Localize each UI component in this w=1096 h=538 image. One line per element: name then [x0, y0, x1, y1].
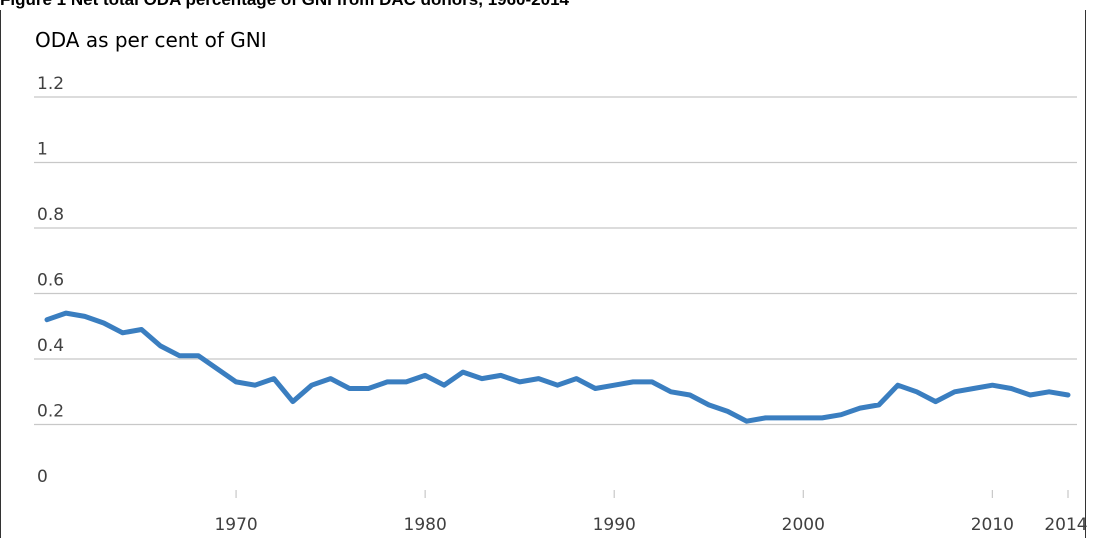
y-tick-label: 0: [37, 467, 48, 487]
series-group: [44, 310, 1071, 424]
y-tick-label: 1: [37, 140, 48, 160]
chart-panel: ODA as per cent of GNI: [0, 10, 1086, 538]
y-axis-ticks: 0 0.2 0.4 0.6 0.8 1 1.2: [37, 74, 64, 487]
y-tick-label: 0.2: [37, 402, 64, 422]
x-tick-label: 2014: [1044, 515, 1087, 535]
y-tick-label: 0.8: [37, 205, 64, 225]
x-tick-label: 1980: [404, 515, 447, 535]
y-tick-label: 0.6: [37, 271, 64, 291]
x-axis-ticks: 1970 1980 1990 2000 2010 2014: [214, 490, 1088, 535]
x-tick-label: 2000: [782, 515, 825, 535]
gridlines: [34, 96, 1077, 426]
y-tick-label: 0.4: [37, 336, 64, 356]
figure-caption: Figure 1 Net total ODA percentage of GNI…: [0, 0, 1096, 10]
x-tick-label: 1970: [214, 515, 257, 535]
x-tick-label: 1990: [593, 515, 636, 535]
y-tick-label: 1.2: [37, 74, 64, 94]
chart-title: ODA as per cent of GNI: [35, 28, 267, 52]
series-line: [44, 310, 1071, 424]
x-tick-label: 2010: [971, 515, 1014, 535]
